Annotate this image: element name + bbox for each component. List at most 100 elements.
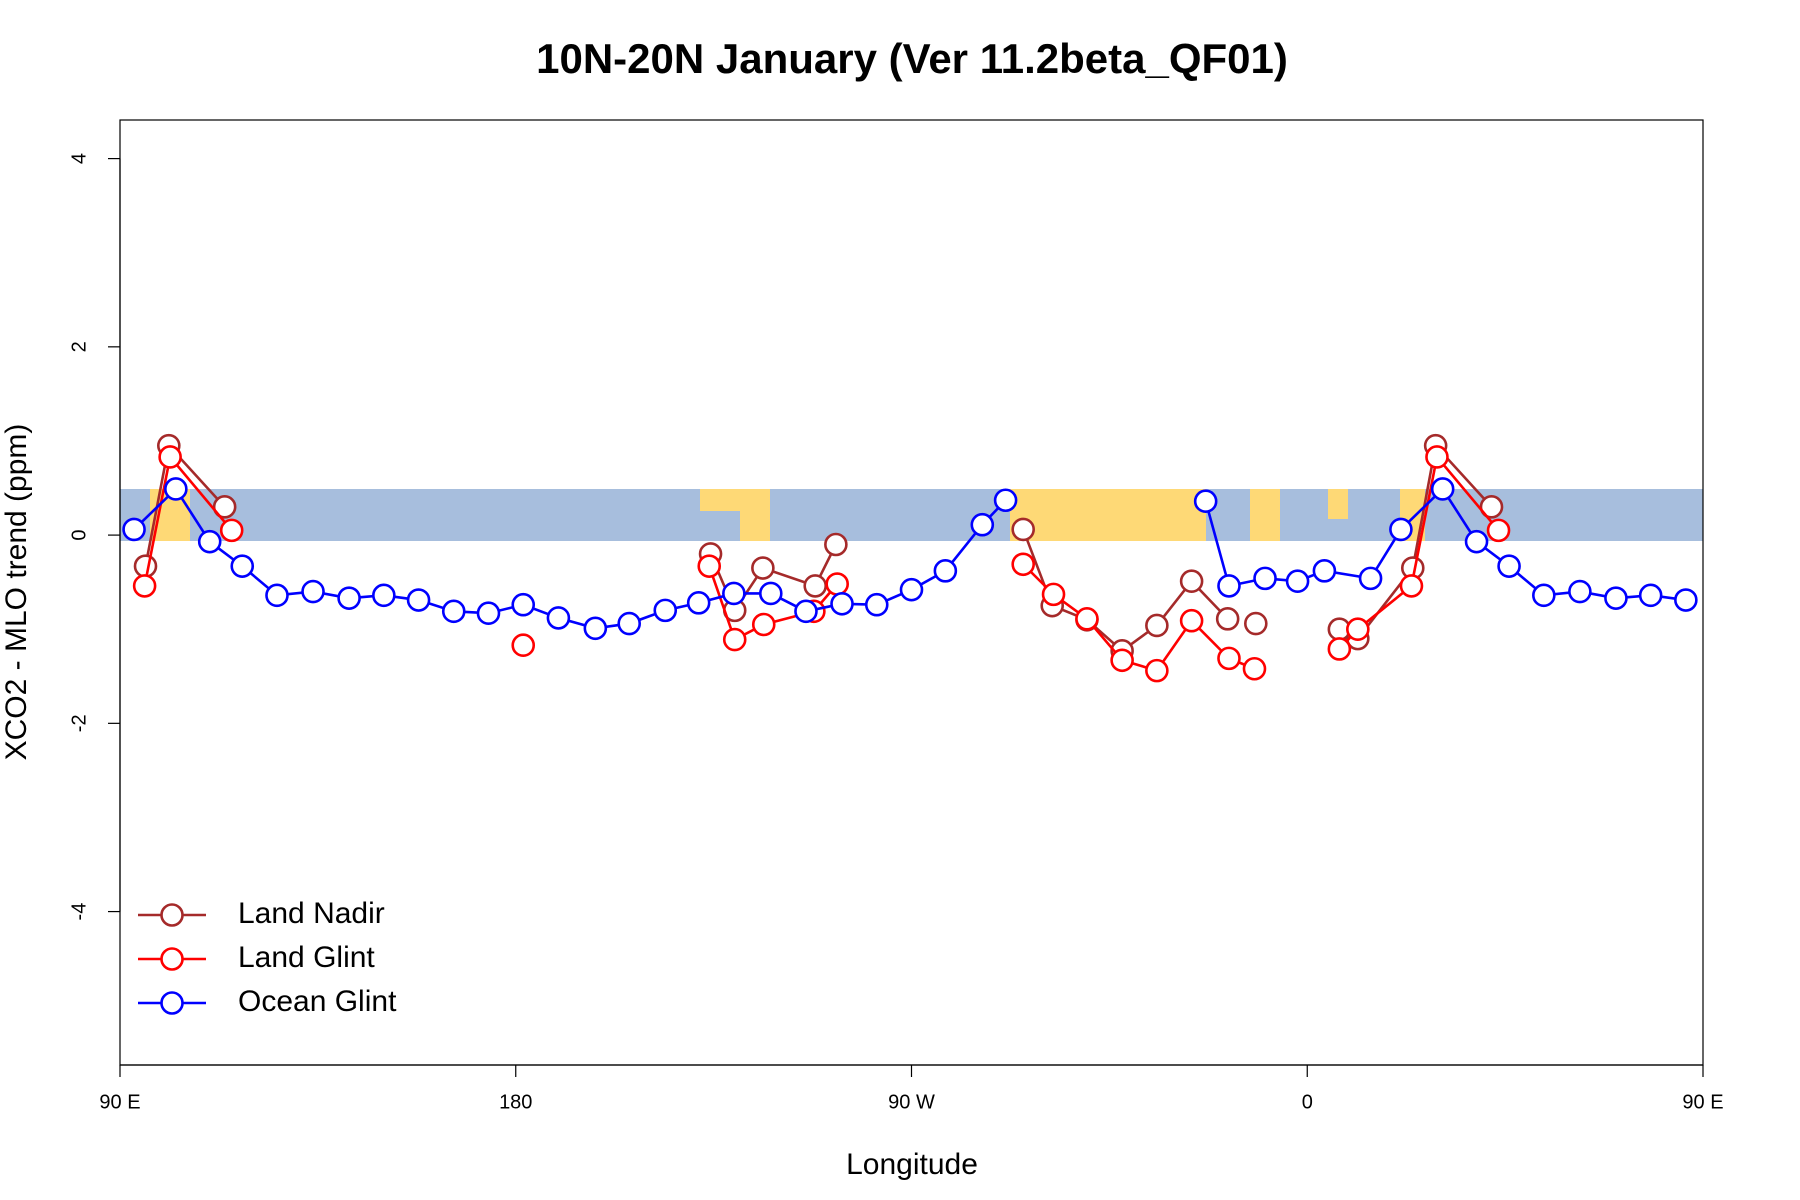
point <box>1285 569 1310 594</box>
point <box>133 554 158 578</box>
point <box>1638 583 1663 608</box>
y-tick-label: -4 <box>68 903 90 921</box>
point <box>1011 552 1035 577</box>
point <box>441 599 466 624</box>
point <box>1041 582 1066 607</box>
point <box>993 488 1018 513</box>
point <box>864 592 889 617</box>
y-tick-label: -2 <box>68 714 90 732</box>
point <box>825 572 849 596</box>
band-land <box>1250 489 1280 541</box>
point <box>751 556 775 580</box>
band-land <box>1328 489 1348 519</box>
x-tick-label: 90 E <box>99 1091 140 1113</box>
point <box>337 586 361 610</box>
point <box>1215 607 1240 631</box>
point <box>970 512 995 537</box>
point <box>546 606 571 630</box>
band-land <box>1010 489 1206 541</box>
legend-label: Land Glint <box>238 941 375 974</box>
point <box>511 633 536 658</box>
point <box>830 591 854 616</box>
point <box>132 574 157 598</box>
point <box>372 583 396 608</box>
point <box>1430 477 1455 501</box>
legend-marker <box>160 903 184 927</box>
point <box>1674 588 1698 612</box>
point <box>824 532 848 557</box>
legend-label: Land Nadir <box>238 897 385 930</box>
x-tick-label: 90 E <box>1682 1091 1723 1113</box>
x-axis-label: Longitude <box>846 1148 978 1181</box>
point <box>1011 517 1035 542</box>
point <box>1604 586 1628 610</box>
y-tick-label: 2 <box>68 341 90 352</box>
point <box>1179 608 1204 633</box>
point <box>1253 566 1277 591</box>
point <box>122 517 146 542</box>
point <box>1358 566 1383 591</box>
point <box>1244 611 1268 636</box>
point <box>583 616 608 641</box>
point <box>1193 489 1218 514</box>
point <box>1497 554 1521 578</box>
point <box>1145 658 1169 683</box>
point <box>1425 445 1449 469</box>
point <box>1399 574 1424 598</box>
legend-marker <box>160 947 184 971</box>
point <box>1242 656 1267 681</box>
point <box>219 518 244 543</box>
point <box>758 581 783 606</box>
point <box>933 559 958 583</box>
point <box>1179 569 1204 594</box>
point <box>1145 613 1169 638</box>
point <box>803 574 828 598</box>
point <box>617 611 641 636</box>
point <box>1479 495 1504 519</box>
point <box>751 612 776 637</box>
point <box>301 579 325 604</box>
point <box>1568 579 1592 604</box>
y-tick-label: 0 <box>68 530 90 541</box>
band-ocean <box>120 489 1703 541</box>
point <box>653 598 678 623</box>
legend-marker <box>160 991 184 1015</box>
point <box>722 627 747 652</box>
x-tick-label: 180 <box>499 1091 532 1113</box>
point <box>1312 559 1337 583</box>
point <box>511 592 536 617</box>
map-band <box>120 489 1703 541</box>
point <box>1464 529 1489 554</box>
point <box>164 477 188 501</box>
point <box>899 577 924 602</box>
y-axis-label: XCO2 - MLO trend (ppm) <box>0 424 33 761</box>
point <box>1217 646 1241 671</box>
point <box>722 581 746 606</box>
band-land <box>740 505 770 541</box>
point <box>476 601 501 626</box>
point <box>230 554 255 578</box>
x-tick-label: 90 W <box>888 1091 935 1113</box>
point <box>1346 617 1370 642</box>
y-tick-label: 4 <box>68 153 90 164</box>
point <box>265 583 289 608</box>
point <box>1486 518 1511 543</box>
point <box>406 588 431 612</box>
chart-title: 10N-20N January (Ver 11.2beta_QF01) <box>536 35 1288 82</box>
point <box>158 445 182 469</box>
x-tick-label: 0 <box>1302 1091 1313 1113</box>
point <box>1217 574 1241 598</box>
point <box>1075 607 1099 631</box>
point <box>697 554 722 578</box>
point <box>1532 583 1556 608</box>
point <box>794 599 818 624</box>
point <box>1327 637 1352 661</box>
legend-label: Ocean Glint <box>238 985 397 1018</box>
point <box>197 529 222 554</box>
point <box>1389 517 1413 542</box>
point <box>212 495 237 519</box>
point <box>1110 648 1134 673</box>
point <box>686 591 711 615</box>
